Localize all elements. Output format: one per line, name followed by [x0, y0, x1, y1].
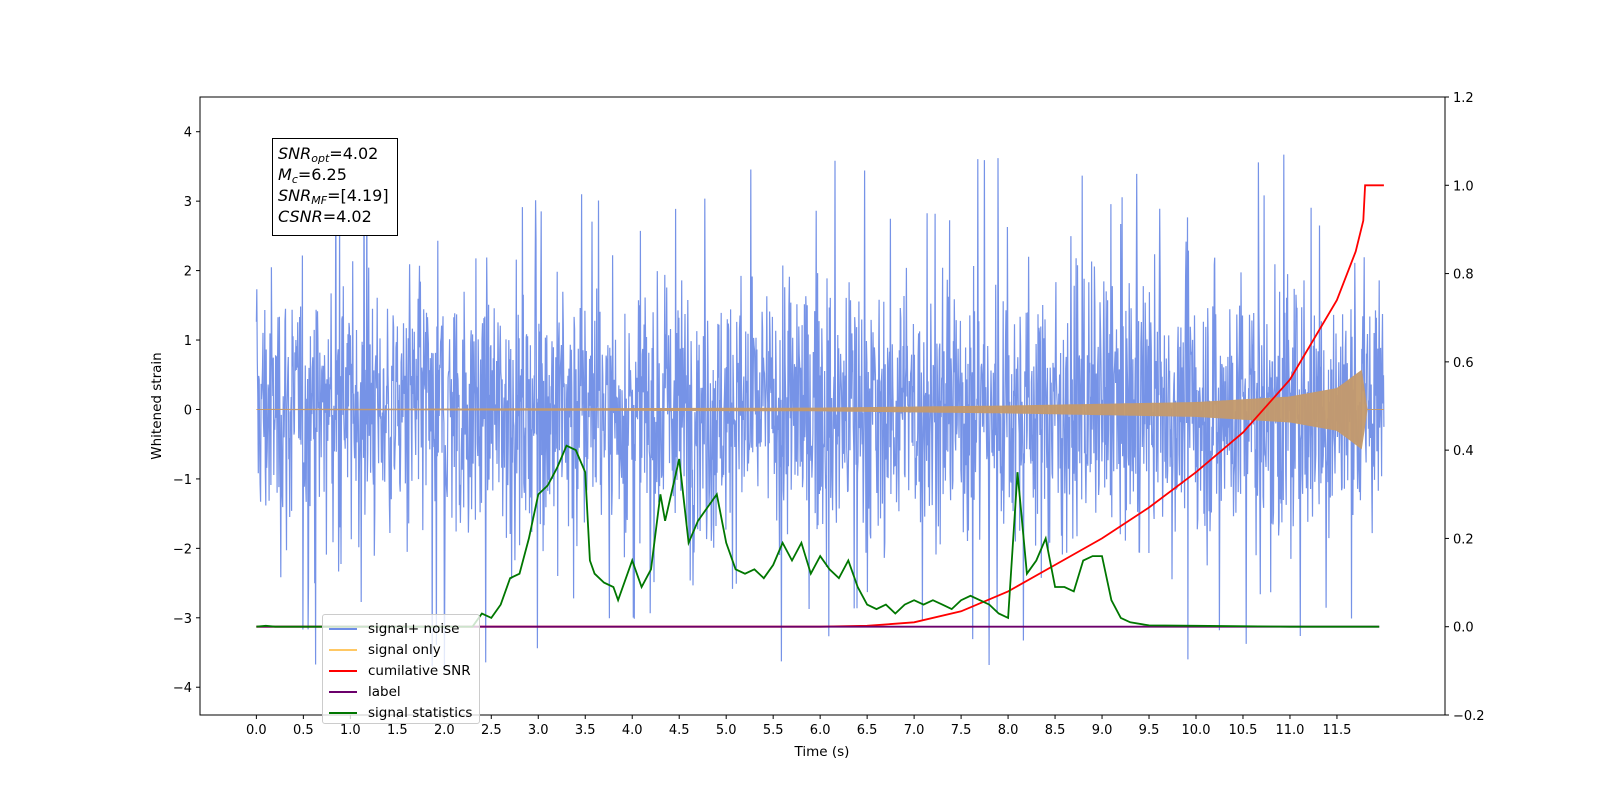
signal-only-series [256, 369, 1384, 450]
stats-annotation-box: SNRopt=4.02 Mc=6.25 SNRMF=[4.19] CSNR=4.… [272, 138, 398, 236]
y-left-tick-label: 2 [184, 265, 192, 280]
y-left-tick-label: 3 [184, 195, 192, 210]
legend-item-signal-noise: signal+ noise [329, 618, 473, 639]
x-tick-label: 6.0 [810, 723, 831, 738]
x-axis-label: Time (s) [794, 744, 850, 760]
y-right-tick-label: 0.4 [1453, 444, 1474, 459]
legend-item-signal-statistics: signal statistics [329, 702, 473, 723]
y-left-tick-label: −2 [173, 542, 192, 557]
legend-swatch [329, 669, 357, 672]
x-tick-label: 6.5 [857, 723, 878, 738]
y-axis-right-ticks: 1.2 1.0 0.8 0.6 0.4 0.2 0.0 −0.2 [1445, 91, 1485, 724]
y-right-tick-label: 0.8 [1453, 268, 1474, 283]
x-tick-label: 0.5 [293, 723, 314, 738]
legend-swatch [329, 690, 357, 693]
x-tick-label: 9.5 [1139, 723, 1160, 738]
x-tick-label: 4.5 [669, 723, 690, 738]
legend-swatch [329, 648, 357, 651]
y-left-tick-label: −3 [173, 612, 192, 627]
annotation-csnr: CSNR=4.02 [278, 207, 372, 226]
x-tick-label: 11.0 [1275, 723, 1304, 738]
y-left-tick-label: 4 [184, 126, 192, 141]
x-tick-label: 5.0 [716, 723, 737, 738]
y-right-tick-label: 0.0 [1453, 621, 1474, 636]
x-tick-label: 8.0 [998, 723, 1019, 738]
legend-swatch [329, 627, 357, 630]
x-tick-label: 10.0 [1182, 723, 1211, 738]
x-tick-label: 1.5 [387, 723, 408, 738]
x-tick-label: 9.0 [1092, 723, 1113, 738]
x-tick-label: 3.5 [575, 723, 596, 738]
legend-item-cumilative-snr: cumilative SNR [329, 660, 473, 681]
y-right-tick-label: −0.2 [1453, 709, 1485, 724]
legend-swatch [329, 711, 357, 714]
x-tick-label: 11.5 [1322, 723, 1351, 738]
x-tick-label: 5.5 [763, 723, 784, 738]
y-right-tick-label: 1.2 [1453, 91, 1474, 106]
x-tick-label: 2.0 [434, 723, 455, 738]
x-axis-ticks: 0.0 0.5 1.0 1.5 2.0 2.5 3.0 3.5 4.0 4.5 5.0 5.5 6.0 6… [246, 715, 1351, 738]
y-axis-left-label: Whitened strain [149, 352, 165, 459]
annotation-snr-mf: SNRMF=[4.19] [278, 186, 389, 207]
y-left-tick-label: 0 [184, 403, 192, 418]
x-tick-label: 3.0 [528, 723, 549, 738]
y-right-tick-label: 0.2 [1453, 532, 1474, 547]
y-axis-left-ticks: 4 3 2 1 0 −1 −2 −3 −4 [173, 126, 200, 696]
x-tick-label: 7.0 [904, 723, 925, 738]
x-tick-label: 0.0 [246, 723, 267, 738]
x-tick-label: 10.5 [1229, 723, 1258, 738]
plot-frame [199, 96, 1446, 716]
legend-item-label: label [329, 681, 473, 702]
y-left-tick-label: −4 [173, 681, 192, 696]
y-left-tick-label: −1 [173, 473, 192, 488]
legend-item-signal-only: signal only [329, 639, 473, 660]
x-tick-label: 1.0 [340, 723, 361, 738]
x-tick-label: 4.0 [622, 723, 643, 738]
y-right-tick-label: 1.0 [1453, 179, 1474, 194]
signal-statistics-line [256, 444, 1380, 628]
y-right-tick-label: 0.6 [1453, 356, 1474, 371]
y-left-tick-label: 1 [184, 334, 192, 349]
x-tick-label: 8.5 [1045, 723, 1066, 738]
signal-only-envelope [256, 369, 1384, 450]
annotation-mc: Mc=6.25 [278, 165, 347, 186]
annotation-snr-opt: SNRopt=4.02 [278, 144, 379, 165]
legend: signal+ noise signal only cumilative SNR… [322, 614, 480, 724]
cumilative-snr-line [256, 184, 1384, 628]
x-tick-label: 7.5 [951, 723, 972, 738]
x-tick-label: 2.5 [481, 723, 502, 738]
